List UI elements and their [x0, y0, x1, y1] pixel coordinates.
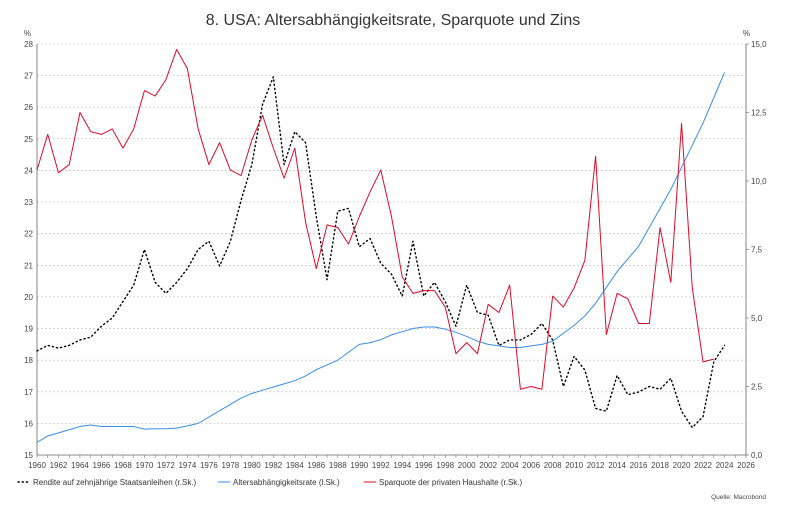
left-axis-tick-label: 25 — [24, 135, 33, 144]
x-axis-tick-label: 1974 — [178, 461, 196, 470]
series-line-1 — [36, 72, 725, 443]
right-axis-tick-label: 5,0 — [751, 314, 763, 323]
left-axis-tick-label: 16 — [24, 419, 33, 428]
left-axis-tick-label: 15 — [24, 451, 33, 460]
x-axis-tick-label: 1980 — [243, 461, 261, 470]
x-axis-tick-label: 1964 — [71, 461, 89, 470]
x-axis-tick-label: 2020 — [673, 461, 691, 470]
x-axis-tick-label: 2026 — [737, 461, 755, 470]
legend: Rendite auf zehnjährige Staatsanleihen (… — [17, 478, 523, 487]
x-axis-tick-label: 2006 — [522, 461, 540, 470]
x-axis-tick-label: 2018 — [651, 461, 669, 470]
x-axis-tick-label: 2022 — [694, 461, 712, 470]
x-axis-tick-label: 1984 — [286, 461, 304, 470]
right-axis-tick-label: 15,0 — [751, 40, 767, 49]
x-axis-tick-label: 2014 — [608, 461, 626, 470]
x-axis-tick-label: 1978 — [221, 461, 239, 470]
x-axis-tick-label: 1990 — [350, 461, 368, 470]
x-axis-tick-label: 2004 — [501, 461, 519, 470]
right-axis-tick-label: 2,5 — [751, 383, 763, 392]
x-axis-tick-label: 2000 — [458, 461, 476, 470]
x-axis-tick-label: 1972 — [157, 461, 175, 470]
axis-layer: 15 16 17 18 19 20 21 22 23 24 25 26 27 28 0,0 2,5 5,0 7,5… — [24, 29, 767, 470]
x-axis-tick-label: 1994 — [393, 461, 411, 470]
x-axis-tick-label: 1966 — [93, 461, 111, 470]
x-axis-tick-label: 1968 — [114, 461, 132, 470]
left-axis-tick-label: 19 — [24, 325, 33, 334]
x-axis-tick-label: 2002 — [479, 461, 497, 470]
left-axis-unit: % — [24, 29, 31, 38]
x-axis-tick-label: 1992 — [372, 461, 390, 470]
x-axis-tick-label: 1986 — [307, 461, 325, 470]
left-axis-tick-label: 22 — [24, 230, 33, 239]
x-axis-tick-label: 2024 — [716, 461, 734, 470]
x-axis-tick-label: 1998 — [436, 461, 454, 470]
right-axis-tick-label: 0,0 — [751, 451, 763, 460]
left-axis-tick-label: 17 — [24, 388, 33, 397]
chart-title: 8. USA: Altersabhängigkeitsrate, Sparquo… — [206, 12, 580, 29]
right-axis-unit: % — [743, 29, 750, 38]
legend-label-1: Altersabhängigkeitsrate (l.Sk.) — [233, 478, 340, 487]
legend-label-2: Sparquote der privaten Haushalte (r.Sk.) — [379, 478, 523, 487]
x-axis-tick-label: 1988 — [329, 461, 347, 470]
right-axis-tick-label: 7,5 — [751, 246, 763, 255]
source-note: Quelle: Macrobond — [711, 494, 766, 501]
series-line-2 — [36, 48, 714, 390]
series-line-0 — [36, 76, 726, 429]
x-axis-tick-label: 1960 — [28, 461, 46, 470]
x-axis-tick-label: 2010 — [565, 461, 583, 470]
series-layer — [36, 48, 726, 443]
x-axis-tick-label: 2008 — [544, 461, 562, 470]
left-axis-tick-label: 27 — [24, 72, 33, 81]
x-axis-tick-label: 2016 — [630, 461, 648, 470]
x-axis-tick-label: 1970 — [136, 461, 154, 470]
left-axis-tick-label: 18 — [24, 356, 33, 365]
right-axis-tick-label: 12,5 — [751, 109, 767, 118]
left-axis-tick-label: 26 — [24, 103, 33, 112]
x-axis-tick-label: 2012 — [587, 461, 605, 470]
x-axis-tick-label: 1996 — [415, 461, 433, 470]
left-axis-tick-label: 23 — [24, 198, 33, 207]
x-axis-tick-label: 1962 — [50, 461, 68, 470]
x-axis-tick-label: 1976 — [200, 461, 218, 470]
right-axis-tick-label: 10,0 — [751, 177, 767, 186]
left-axis-tick-label: 28 — [24, 40, 33, 49]
left-axis-tick-label: 24 — [24, 166, 33, 175]
x-axis-tick-label: 1982 — [264, 461, 282, 470]
legend-label-0: Rendite auf zehnjährige Staatsanleihen (… — [33, 478, 197, 487]
left-axis-tick-label: 21 — [24, 261, 33, 270]
left-axis-tick-label: 20 — [24, 293, 33, 302]
grid-layer — [37, 43, 746, 456]
